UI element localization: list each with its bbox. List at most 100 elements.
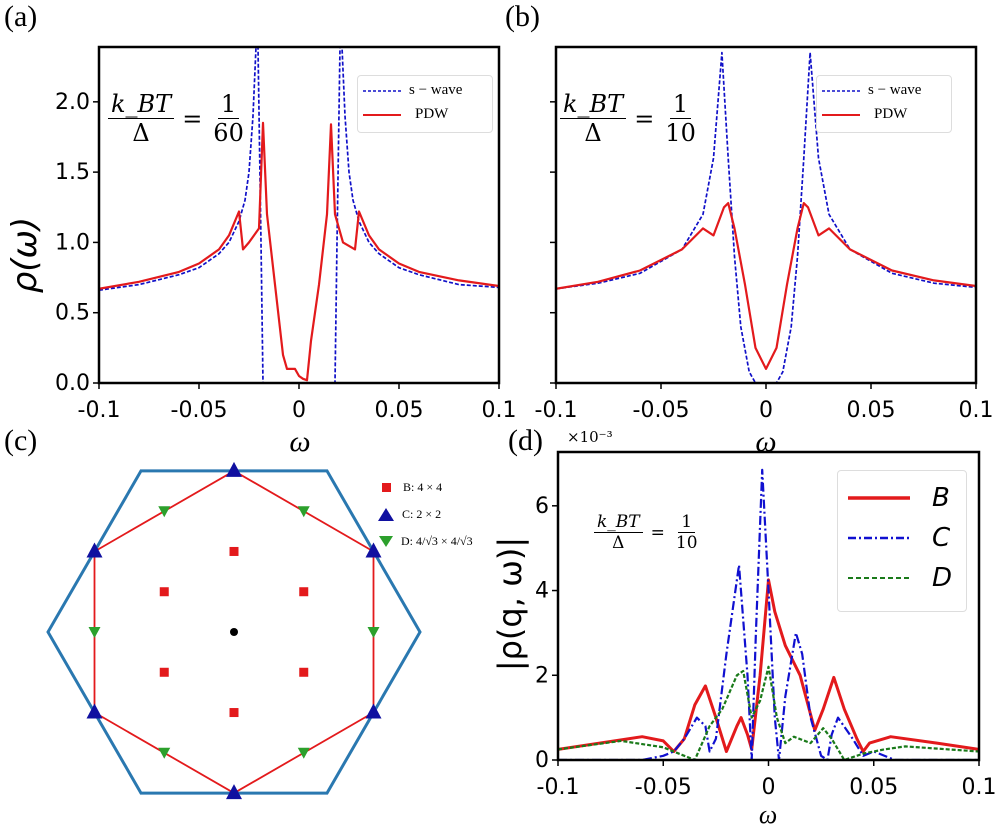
legend-label: PDW	[415, 106, 449, 122]
marker-square	[229, 546, 239, 556]
panel-b-legend: s − wave PDW	[816, 75, 952, 133]
y-tick-label: 4	[535, 579, 549, 604]
x-tick-label: 0.1	[482, 398, 517, 423]
panel-d-xlabel: ω	[758, 800, 778, 828]
x-tick-label: 0.05	[847, 398, 896, 423]
y-tick-label: 0.0	[55, 371, 90, 396]
x-tick-label: -0.1	[78, 398, 121, 423]
panel-d-label: (d)	[508, 424, 543, 457]
annotation-value-num: 1	[669, 90, 692, 119]
legend-label: s − wave	[868, 82, 922, 98]
marker-triangle-up	[226, 461, 242, 477]
series-line-c	[558, 468, 979, 760]
square-marker-icon	[382, 483, 391, 492]
legend-swatch-dashdot	[848, 536, 910, 540]
legend-swatch-dashed	[822, 89, 860, 92]
panel-d-multiplier: ×10⁻³	[567, 428, 613, 446]
series-line-d	[558, 665, 979, 760]
annotation-denominator: Δ	[612, 533, 625, 553]
marker-triangle-up	[226, 784, 242, 800]
annotation-value-num: 1	[217, 90, 240, 119]
annotation-value-den: 10	[675, 533, 698, 553]
marker-triangle-down	[297, 506, 310, 518]
legend-label: D: 4/√3 × 4/√3	[401, 534, 473, 548]
marker-square	[229, 708, 239, 718]
x-tick-label: -0.05	[635, 775, 692, 800]
marker-triangle-down	[367, 627, 380, 638]
annotation-denominator: Δ	[584, 119, 602, 147]
x-tick-label: 0.05	[849, 775, 898, 800]
legend-label: PDW	[874, 106, 908, 122]
panel-c-legend: B: 4 × 4 C: 2 × 2 D: 4/√3 × 4/√3	[378, 474, 473, 555]
panel-d-temperature-annotation: k_BT Δ = 1 10	[594, 512, 701, 553]
marker-triangle-up	[86, 542, 103, 558]
y-tick-label: 2.0	[55, 90, 90, 115]
annotation-value-den: 10	[665, 119, 696, 147]
panel-a-ylabel: ρ(ω)	[5, 216, 45, 294]
marker-square	[159, 587, 169, 597]
series-line-b	[558, 578, 979, 753]
center-point	[230, 628, 238, 636]
series-line-swave	[556, 51, 976, 383]
x-tick-label: 0	[759, 398, 773, 423]
legend-label: B: 4 × 4	[403, 480, 443, 494]
annotation-equals: =	[650, 522, 665, 543]
annotation-numerator: k_BT	[594, 512, 643, 533]
panel-a-xlabel: ω	[289, 425, 311, 458]
panel-c-label: (c)	[4, 424, 38, 457]
x-tick-label: -0.1	[537, 775, 580, 800]
series-line-pdw	[99, 121, 499, 382]
legend-label: s − wave	[409, 82, 463, 98]
x-tick-label: 0	[292, 398, 306, 423]
y-tick-label: 1.5	[55, 160, 90, 185]
marker-square	[159, 667, 169, 677]
x-tick-label: -0.05	[171, 398, 228, 423]
x-tick-label: -0.1	[535, 398, 578, 423]
legend-label: D	[932, 563, 953, 593]
x-tick-label: -0.05	[633, 398, 690, 423]
triangle-up-marker-icon	[378, 508, 394, 521]
panel-b-temperature-annotation: k_BT Δ = 1 10	[560, 90, 699, 147]
legend-label: C	[932, 523, 951, 553]
marker-triangle-up	[86, 703, 103, 719]
x-tick-label: 0.05	[375, 398, 424, 423]
annotation-denominator: Δ	[132, 119, 150, 147]
panel-d-legend: B C D	[837, 470, 967, 612]
annotation-numerator: k_BT	[108, 90, 175, 119]
series-line-pdw	[556, 202, 976, 370]
legend-swatch-solid	[822, 113, 860, 116]
legend-swatch-dashed	[363, 89, 401, 92]
marker-triangle-down	[158, 506, 171, 518]
marker-triangle-down	[88, 627, 101, 638]
marker-square	[299, 667, 309, 677]
series-line-swave	[99, 47, 499, 383]
annotation-value-num: 1	[678, 512, 696, 533]
annotation-value-den: 60	[213, 119, 244, 147]
panel-a-temperature-annotation: k_BT Δ = 1 60	[108, 90, 247, 147]
y-tick-label: 0	[535, 748, 549, 773]
legend-label: B	[932, 483, 950, 513]
y-tick-label: 0.5	[55, 301, 90, 326]
panel-b-xlabel: ω	[755, 425, 777, 458]
annotation-equals: =	[634, 104, 655, 133]
triangle-down-marker-icon	[379, 536, 393, 547]
y-tick-label: 6	[535, 494, 549, 519]
marker-triangle-down	[297, 747, 310, 759]
legend-swatch-dashed	[848, 577, 910, 579]
panel-b-label: (b)	[505, 0, 540, 33]
panel-a-label: (a)	[4, 0, 38, 33]
x-tick-label: 0.1	[962, 775, 997, 800]
marker-triangle-up	[365, 542, 382, 558]
brillouin-zone-hexagon	[46, 469, 422, 795]
marker-triangle-up	[365, 703, 382, 719]
panel-d-ylabel: |ρ(q, ω)|	[491, 536, 529, 672]
legend-label: C: 2 × 2	[402, 507, 442, 521]
x-tick-label: 0.1	[959, 398, 994, 423]
marker-triangle-down	[158, 747, 171, 759]
y-tick-label: 2	[535, 663, 549, 688]
legend-swatch-solid	[363, 113, 401, 116]
annotation-equals: =	[182, 104, 203, 133]
panel-a-legend: s − wave PDW	[357, 75, 493, 133]
y-tick-label: 1.0	[55, 230, 90, 255]
